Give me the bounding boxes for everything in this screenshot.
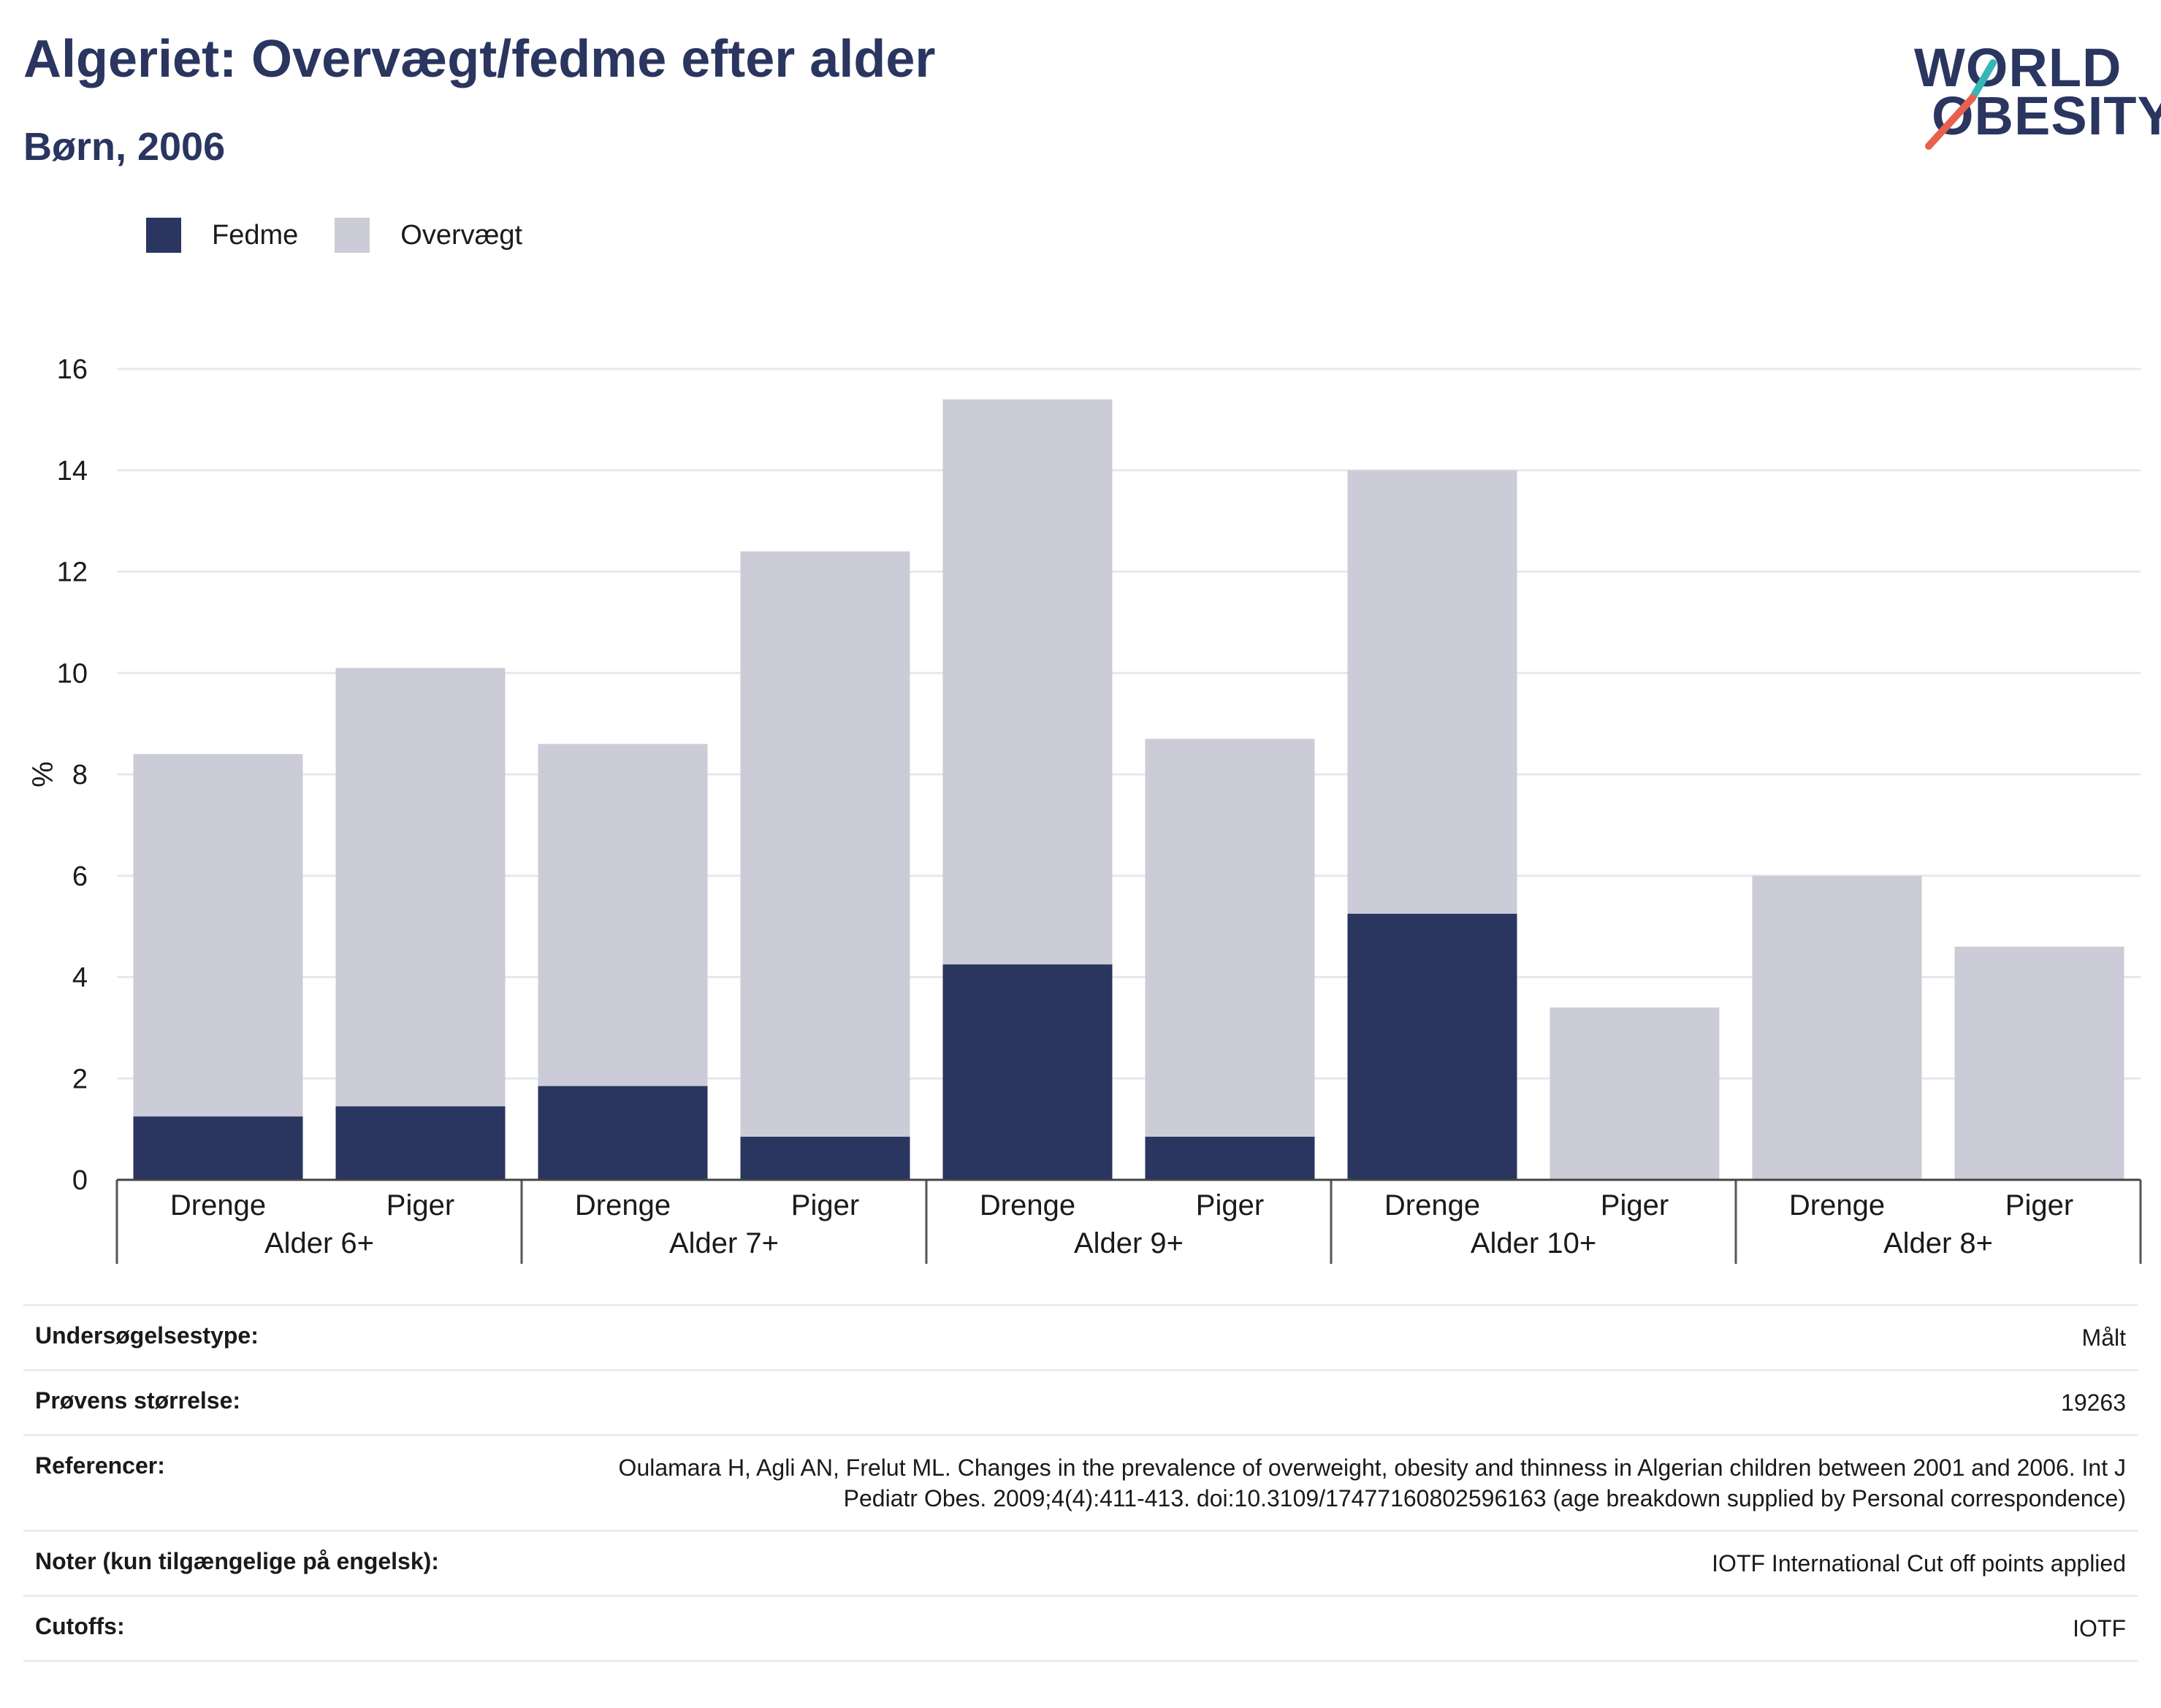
bar-fedme — [740, 1137, 910, 1180]
legend-item-overvaegt[interactable]: Overvægt — [335, 218, 522, 253]
meta-row-sample-size: Prøvens størrelse: 19263 — [23, 1369, 2138, 1434]
meta-key: Cutoffs: — [35, 1613, 125, 1639]
world-obesity-logo: WORLD OBESITY — [1899, 22, 2161, 153]
y-tick-label: 16 — [57, 354, 88, 385]
y-tick-label: 8 — [72, 760, 88, 790]
bar-overvaegt — [1145, 739, 1315, 1137]
meta-row-references: Referencer: Oulamara H, Agli AN, Frelut … — [23, 1434, 2138, 1530]
bar-fedme — [335, 1106, 506, 1180]
meta-value: 19263 — [2061, 1389, 2126, 1416]
x-group-label: Alder 6+ — [264, 1227, 374, 1259]
chart-title: Algeriet: Overvægt/fedme efter alder — [23, 30, 936, 88]
meta-value: Målt — [2081, 1324, 2126, 1351]
meta-row-survey-type: Undersøgelsestype: Målt — [23, 1304, 2138, 1369]
y-tick-label: 4 — [72, 963, 88, 994]
bar-overvaegt — [1752, 875, 1922, 1180]
stacked-bar-chart: 0 2 4 6 8 10 12 14 16% Drenge Piger Alder 6+ Drenge P… — [27, 354, 2142, 1264]
meta-row-notes: Noter (kun tilgængelige på engelsk): IOT… — [23, 1530, 2138, 1595]
y-tick-label: 0 — [72, 1165, 88, 1196]
y-tick-label: 14 — [57, 456, 88, 487]
x-tick-label: Piger — [386, 1189, 454, 1221]
y-tick-label: 2 — [72, 1064, 88, 1094]
x-tick-label: Drenge — [575, 1189, 671, 1221]
y-tick-label: 6 — [72, 861, 88, 892]
legend-label-overvaegt: Overvægt — [400, 219, 523, 251]
x-tick-label: Drenge — [980, 1189, 1075, 1221]
legend-item-fedme[interactable]: Fedme — [146, 218, 298, 253]
x-tick-label: Piger — [791, 1189, 859, 1221]
bar-overvaegt — [1550, 1007, 1720, 1180]
x-tick-label: Piger — [1601, 1189, 1669, 1221]
meta-row-cutoffs: Cutoffs: IOTF — [23, 1595, 2138, 1662]
bar-overvaegt — [1954, 946, 2124, 1180]
legend-swatch-overvaegt — [335, 218, 370, 253]
logo-slash-icon — [1925, 59, 1997, 150]
x-tick-label: Piger — [1196, 1189, 1264, 1221]
x-tick-label: Drenge — [1789, 1189, 1885, 1221]
meta-value: IOTF — [2073, 1615, 2126, 1642]
bar-overvaegt — [1347, 470, 1517, 914]
bar-fedme — [538, 1086, 708, 1180]
bar-overvaegt — [942, 399, 1113, 965]
bar-fedme — [133, 1116, 303, 1180]
bar-fedme — [1347, 913, 1517, 1180]
bar-overvaegt — [538, 744, 708, 1086]
chart-subtitle: Børn, 2006 — [23, 125, 226, 169]
meta-key: Noter (kun tilgængelige på engelsk): — [35, 1548, 439, 1574]
y-axis-label: % — [27, 761, 59, 788]
meta-key: Undersøgelsestype: — [35, 1322, 259, 1349]
x-group-label: Alder 7+ — [669, 1227, 779, 1259]
y-tick-label: 12 — [57, 557, 88, 588]
bar-overvaegt — [133, 754, 303, 1117]
x-tick-label: Piger — [2005, 1189, 2073, 1221]
x-group-label: Alder 9+ — [1074, 1227, 1184, 1259]
meta-key: Prøvens størrelse: — [35, 1387, 241, 1414]
bar-overvaegt — [335, 668, 506, 1107]
x-tick-label: Drenge — [170, 1189, 266, 1221]
y-tick-label: 10 — [57, 658, 88, 689]
meta-value: Oulamara H, Agli AN, Frelut ML. Changes … — [618, 1455, 2126, 1511]
bar-overvaegt — [740, 551, 910, 1137]
x-tick-label: Drenge — [1384, 1189, 1480, 1221]
legend-swatch-fedme — [146, 218, 181, 253]
bar-fedme — [1145, 1137, 1315, 1180]
metadata-table: Undersøgelsestype: Målt Prøvens størrels… — [23, 1304, 2138, 1662]
x-group-label: Alder 10+ — [1471, 1227, 1596, 1259]
bar-fedme — [942, 964, 1113, 1180]
meta-value: IOTF International Cut off points applie… — [1712, 1550, 2126, 1577]
logo-line-1: WORLD — [1914, 37, 2122, 98]
x-group-label: Alder 8+ — [1883, 1227, 1993, 1259]
legend-label-fedme: Fedme — [212, 219, 299, 251]
chart-legend: Fedme Overvægt — [146, 213, 559, 257]
meta-key: Referencer: — [35, 1452, 165, 1479]
